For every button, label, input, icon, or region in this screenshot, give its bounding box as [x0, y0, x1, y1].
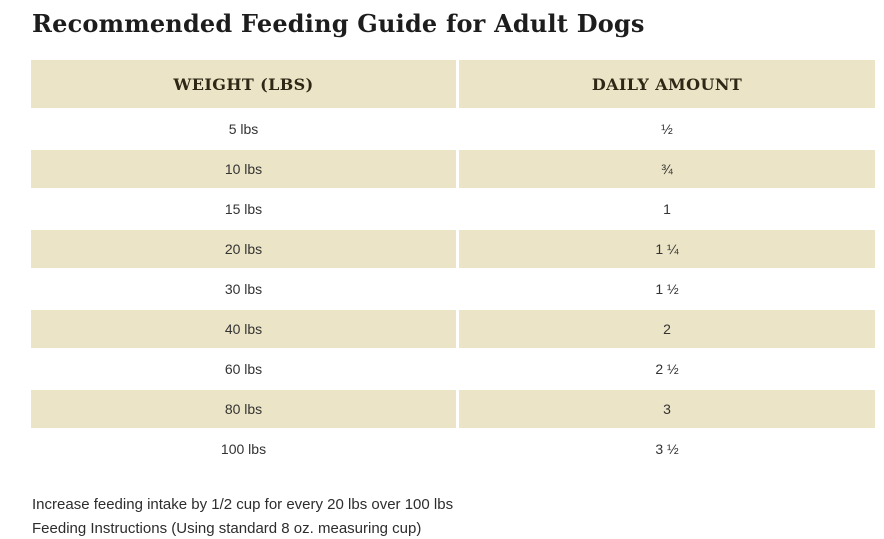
table-row: 100 lbs 3 ½ [31, 430, 875, 468]
note-increase-intake: Increase feeding intake by 1/2 cup for e… [32, 496, 454, 513]
daily-amount-cell: 1 [459, 190, 875, 228]
weight-cell: 5 lbs [31, 110, 456, 148]
daily-amount-cell: 2 ½ [459, 350, 875, 388]
daily-amount-cell: 2 [459, 310, 875, 348]
weight-cell: 20 lbs [31, 230, 456, 268]
table-row: 40 lbs 2 [31, 310, 875, 348]
daily-amount-cell: ½ [459, 110, 875, 148]
weight-cell: 15 lbs [31, 190, 456, 228]
weight-cell: 10 lbs [31, 150, 456, 188]
table-row: 10 lbs ¾ [31, 150, 875, 188]
note-feeding-instructions: Feeding Instructions (Using standard 8 o… [32, 520, 422, 537]
feeding-notes: Increase feeding intake by 1/2 cup for e… [32, 493, 884, 539]
table-row: 30 lbs 1 ½ [31, 270, 875, 308]
feeding-table: WEIGHT (LBS) DAILY AMOUNT 5 lbs ½ 10 lbs… [31, 60, 875, 468]
column-header-weight: WEIGHT (LBS) [31, 60, 456, 108]
daily-amount-cell: 1 ¼ [459, 230, 875, 268]
weight-cell: 30 lbs [31, 270, 456, 308]
column-header-daily-amount: DAILY AMOUNT [459, 60, 875, 108]
table-row: 80 lbs 3 [31, 390, 875, 428]
daily-amount-cell: 1 ½ [459, 270, 875, 308]
table-row: 5 lbs ½ [31, 110, 875, 148]
weight-cell: 60 lbs [31, 350, 456, 388]
table-body: 5 lbs ½ 10 lbs ¾ 15 lbs 1 20 lbs 1 ¼ 30 … [31, 110, 875, 468]
table-row: 60 lbs 2 ½ [31, 350, 875, 388]
daily-amount-cell: 3 [459, 390, 875, 428]
page-title: Recommended Feeding Guide for Adult Dogs [32, 9, 645, 38]
weight-cell: 100 lbs [31, 430, 456, 468]
table-row: 15 lbs 1 [31, 190, 875, 228]
daily-amount-cell: 3 ½ [459, 430, 875, 468]
daily-amount-cell: ¾ [459, 150, 875, 188]
weight-cell: 40 lbs [31, 310, 456, 348]
table-header-row: WEIGHT (LBS) DAILY AMOUNT [31, 60, 875, 108]
table-row: 20 lbs 1 ¼ [31, 230, 875, 268]
weight-cell: 80 lbs [31, 390, 456, 428]
